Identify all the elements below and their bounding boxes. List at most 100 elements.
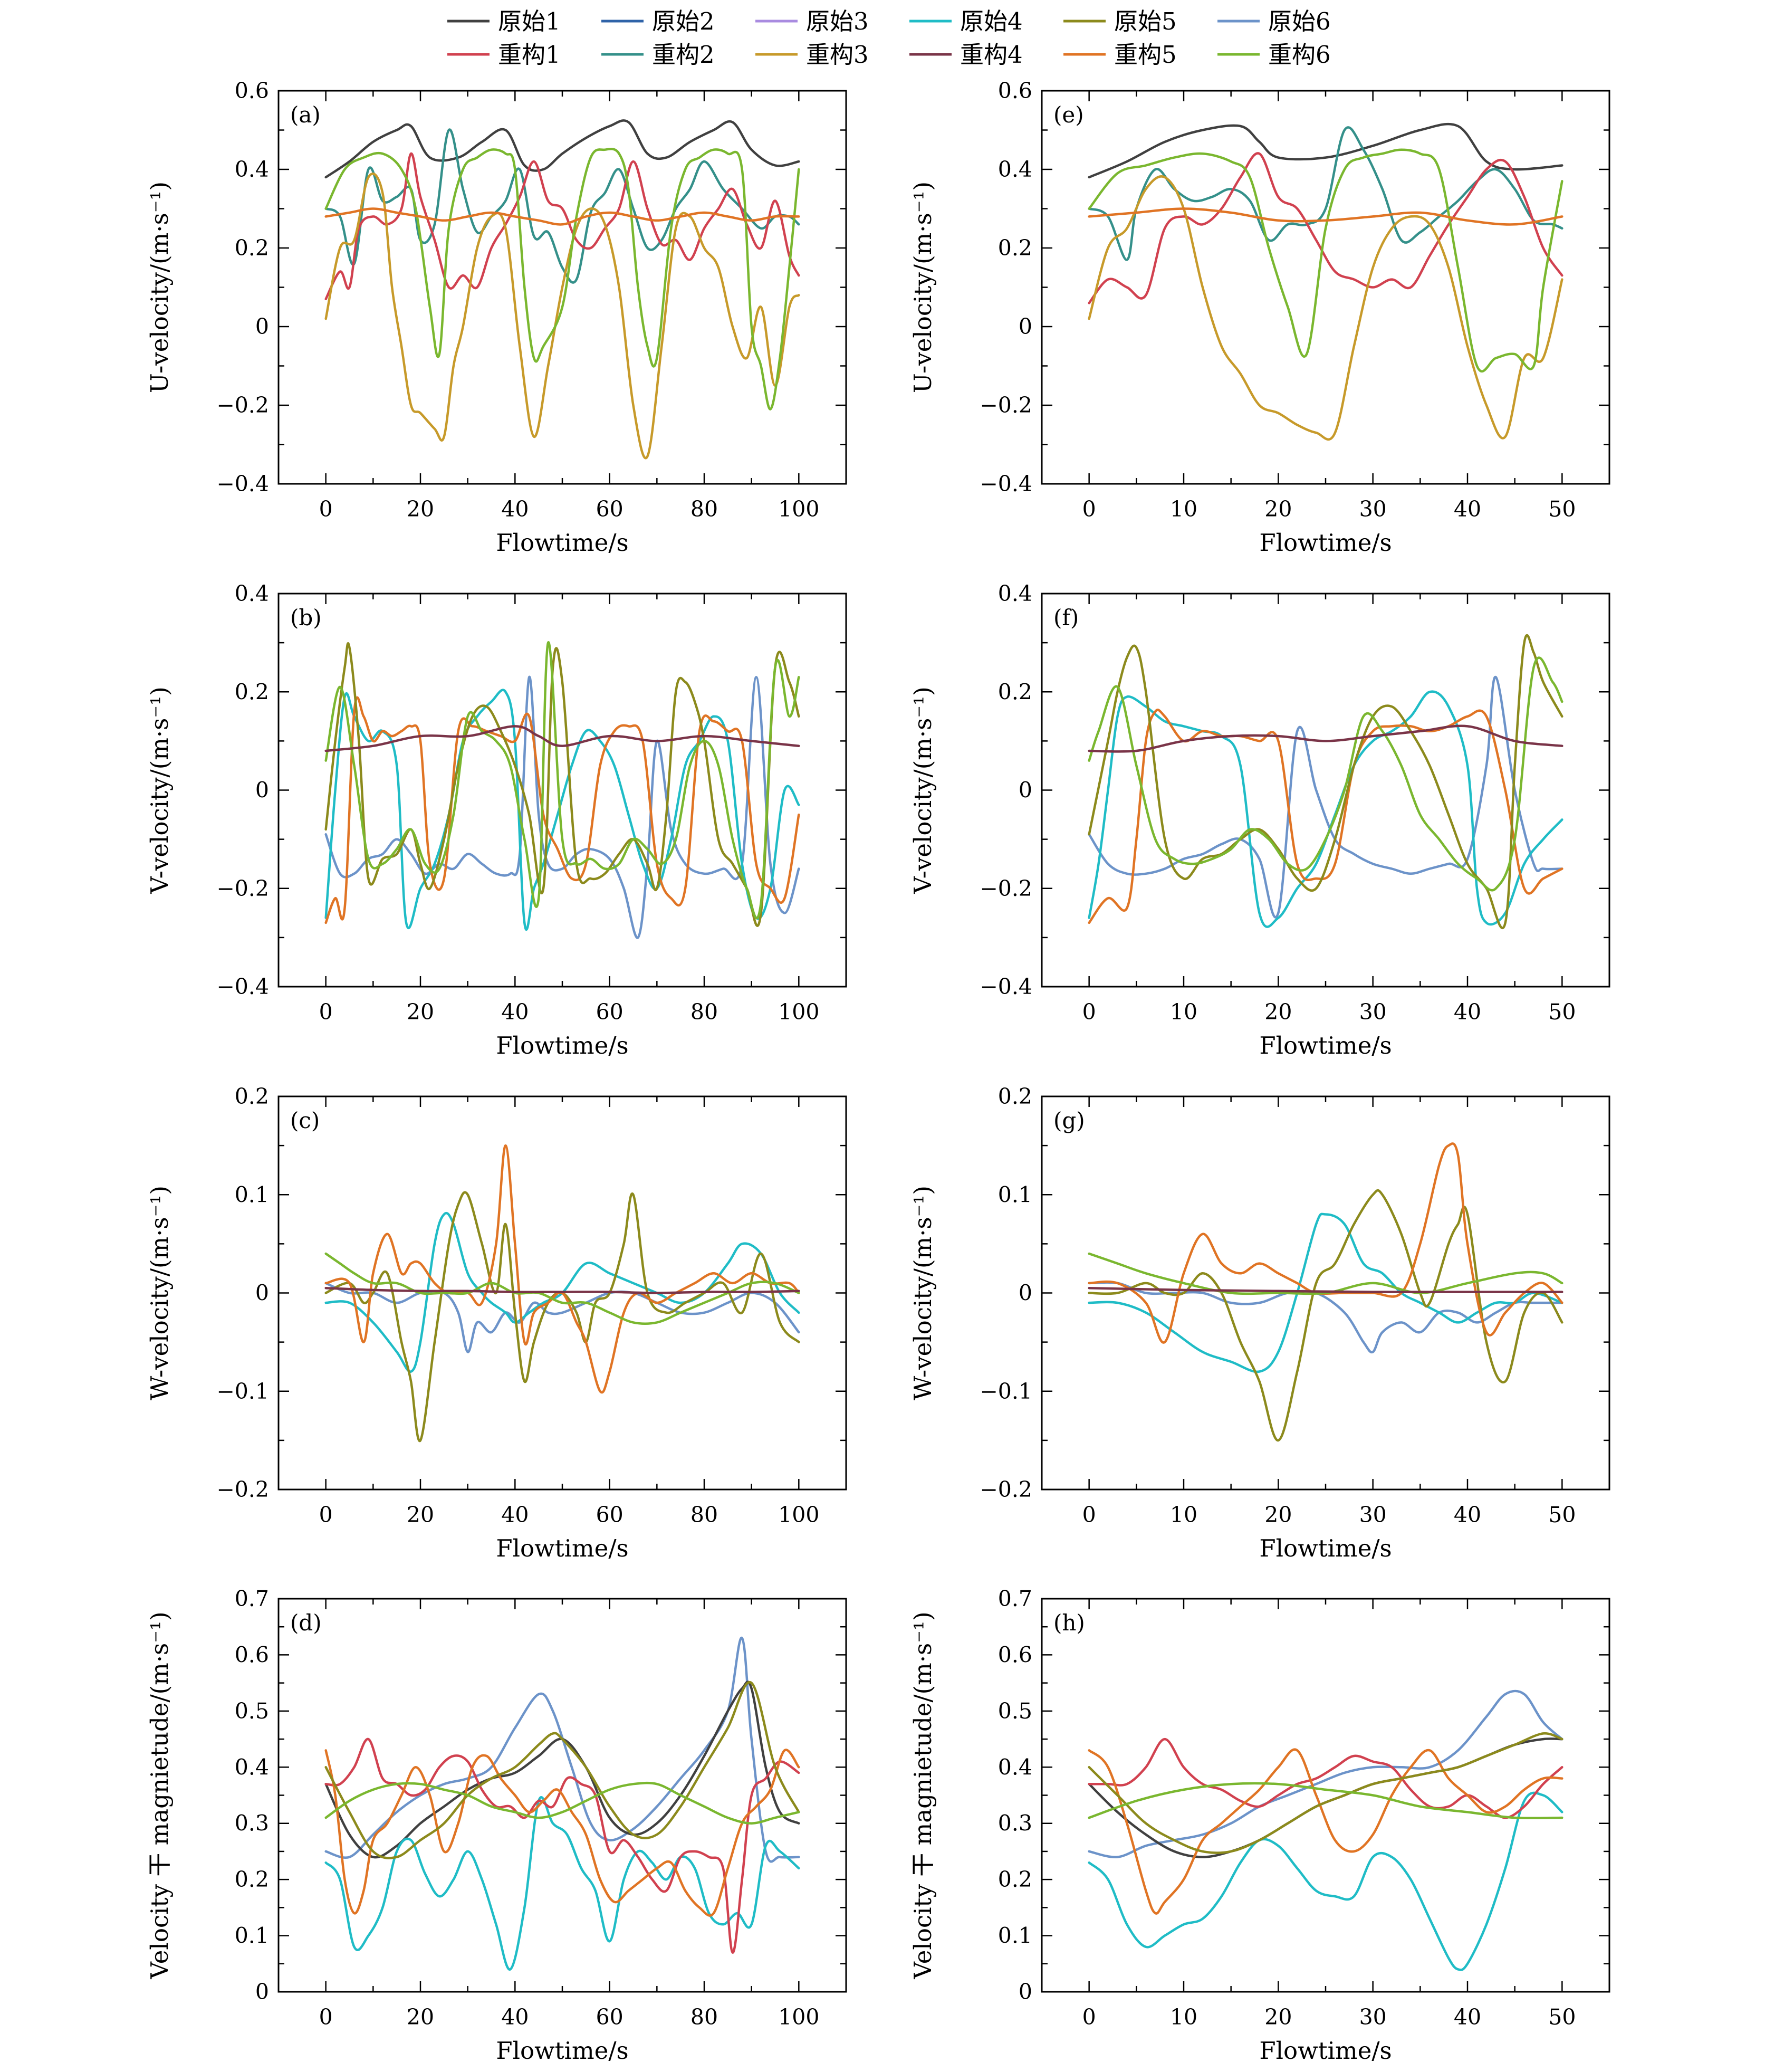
y-tick-label: 0: [1019, 778, 1032, 803]
y-tick-label: 0.4: [998, 157, 1032, 182]
series-line: [324, 152, 800, 301]
x-tick-label: 20: [407, 496, 434, 522]
y-tick-label: −0.2: [216, 876, 269, 901]
y-axis-label: U-velocity/(m·s⁻¹): [909, 182, 937, 393]
x-tick-label: 100: [778, 496, 819, 522]
series-group: [1088, 1689, 1563, 1971]
chart-panel-d: 0 20 40 60 80 100 0 0.1 0.2 0.3 0.4 0.5 0.6 0.7 (d) Flo…: [146, 1586, 847, 2065]
y-tick-label: 0.6: [235, 78, 269, 103]
series-line: [324, 1781, 800, 1825]
x-tick-label: 60: [596, 2004, 623, 2030]
series-line: [1088, 1281, 1563, 1354]
legend-label: 原始6: [1268, 7, 1331, 35]
x-tick-label: 20: [407, 1502, 434, 1527]
y-tick-label: 0: [255, 1281, 269, 1306]
legend-label: 重构1: [498, 41, 561, 69]
x-tick-label: 50: [1548, 1502, 1576, 1527]
x-tick-label: 40: [1454, 496, 1481, 522]
y-tick-label: 0.1: [998, 1182, 1032, 1207]
panel-label: (e): [1053, 102, 1084, 128]
y-tick-label: 0.7: [235, 1586, 269, 1611]
x-tick-label: 30: [1359, 999, 1387, 1025]
y-tick-label: 0.7: [998, 1586, 1032, 1611]
x-tick-label: 40: [501, 2004, 529, 2030]
y-tick-label: 0.4: [998, 581, 1032, 606]
x-tick-label: 80: [690, 2004, 718, 2030]
panel-label: (a): [290, 102, 321, 128]
x-tick-label: 10: [1170, 2004, 1197, 2030]
legend-label: 原始1: [498, 7, 561, 35]
y-tick-label: 0.4: [998, 1754, 1032, 1780]
x-axis-label: Flowtime/s: [496, 529, 628, 557]
y-tick-label: 0: [1019, 1979, 1032, 2004]
panel-label: (g): [1053, 1107, 1085, 1133]
series-line: [324, 1212, 800, 1373]
series-line: [324, 1637, 800, 1863]
legend-label: 原始3: [806, 7, 869, 35]
y-tick-label: 0.2: [998, 1867, 1032, 1892]
x-tick-label: 100: [778, 1502, 819, 1527]
y-tick-label: 0.2: [235, 1867, 269, 1892]
series-line: [324, 1252, 800, 1325]
chart-panel-b: 0 20 40 60 80 100 −0.4 −0.2 0 0.2 0.4 (b) Flowtime/s…: [146, 581, 847, 1059]
x-axis-label: Flowtime/s: [496, 1032, 628, 1059]
series-line: [324, 696, 800, 924]
series-line: [324, 1144, 800, 1394]
x-tick-label: 0: [1082, 2004, 1096, 2030]
y-tick-label: −0.4: [980, 471, 1032, 496]
x-tick-label: 10: [1170, 496, 1197, 522]
x-tick-label: 40: [1454, 1502, 1481, 1527]
x-tick-label: 0: [1082, 1502, 1096, 1527]
x-tick-label: 50: [1548, 496, 1576, 522]
x-tick-label: 60: [596, 999, 623, 1025]
x-axis-label: Flowtime/s: [496, 1534, 628, 1562]
y-tick-label: 0.6: [998, 78, 1032, 103]
x-tick-label: 0: [1082, 496, 1096, 522]
series-line: [1088, 148, 1563, 373]
y-tick-label: 0.1: [235, 1923, 269, 1949]
x-tick-label: 30: [1359, 1502, 1387, 1527]
legend-item: 原始4: [909, 7, 1023, 35]
series-line: [1088, 126, 1563, 261]
chart-panel-e: 0 10 20 30 40 50 −0.4 −0.2 0 0.2 0.4 0.6 (e) Flowtime…: [909, 78, 1610, 557]
x-tick-label: 100: [778, 999, 819, 1025]
series-line: [1088, 709, 1563, 924]
legend-item: 原始5: [1063, 7, 1177, 35]
series-group: [324, 1637, 800, 1971]
y-tick-label: −0.2: [980, 393, 1032, 418]
series-line: [324, 642, 800, 927]
y-tick-label: 0.1: [235, 1182, 269, 1207]
series-line: [1088, 1737, 1563, 1819]
series-group: [324, 641, 800, 939]
series-line: [324, 1796, 800, 1971]
series-line: [324, 689, 800, 931]
series-line: [1088, 634, 1563, 929]
x-tick-label: 20: [1264, 999, 1292, 1025]
y-tick-label: 0.3: [998, 1811, 1032, 1836]
x-tick-label: 50: [1548, 999, 1576, 1025]
x-tick-label: 20: [407, 2004, 434, 2030]
series-line: [1088, 724, 1563, 753]
x-tick-label: 40: [501, 496, 529, 522]
legend-label: 重构2: [652, 41, 715, 69]
y-tick-label: 0: [255, 778, 269, 803]
x-tick-label: 60: [596, 496, 623, 522]
series-line: [1088, 676, 1563, 919]
x-tick-label: 80: [690, 496, 718, 522]
y-tick-label: −0.4: [980, 974, 1032, 999]
x-tick-label: 20: [407, 999, 434, 1025]
legend-item: 重构3: [755, 41, 869, 69]
x-tick-label: 80: [690, 1502, 718, 1527]
y-axis-label: V-velocity/(m·s⁻¹): [146, 686, 174, 894]
legend: 原始1 原始2 原始3 原始4 原始5 原始6 重构1 重构2 重构3 重构4 重构5 重构6: [447, 7, 1331, 69]
x-axis-label: Flowtime/s: [1259, 1534, 1392, 1562]
series-line: [1088, 175, 1563, 441]
series-line: [324, 1286, 800, 1294]
series-line: [1088, 1732, 1563, 1854]
x-tick-label: 10: [1170, 999, 1197, 1025]
y-tick-label: 0.2: [235, 1084, 269, 1109]
panel-label: (b): [290, 605, 322, 631]
x-tick-label: 0: [1082, 999, 1096, 1025]
legend-item: 重构6: [1217, 41, 1331, 69]
